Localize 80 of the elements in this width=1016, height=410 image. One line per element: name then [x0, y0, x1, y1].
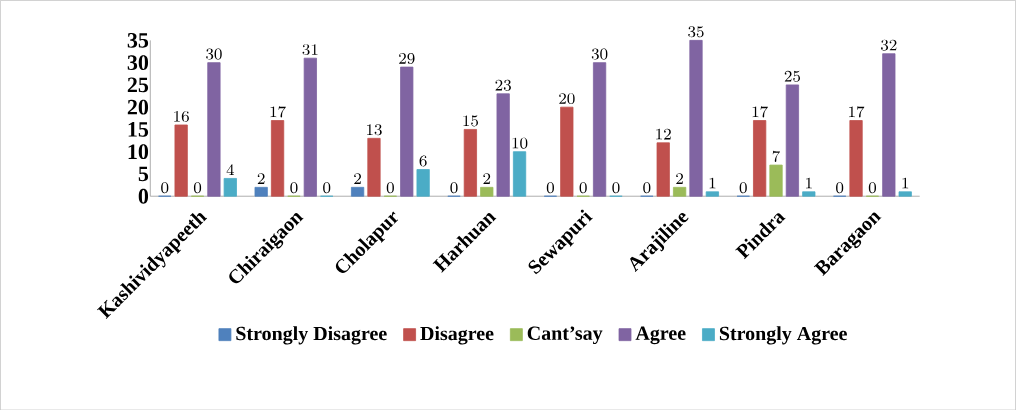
data-label: 15 — [463, 115, 478, 127]
bar — [496, 93, 510, 197]
bar — [673, 186, 687, 197]
bar — [785, 84, 800, 197]
data-label: 0 — [643, 181, 651, 193]
data-label: 0 — [193, 181, 202, 193]
y-tick-label: 10 — [128, 144, 149, 159]
bar — [656, 142, 670, 197]
data-label: 17 — [752, 106, 768, 118]
legend-label: Disagree — [420, 325, 494, 345]
data-label: 0 — [290, 181, 298, 193]
data-label: 1 — [902, 177, 909, 189]
bar — [769, 164, 783, 197]
bar — [560, 106, 574, 197]
bar — [480, 186, 494, 197]
data-label: 13 — [367, 124, 382, 136]
data-label: 29 — [399, 52, 415, 64]
data-label: 0 — [612, 181, 620, 193]
data-label: 0 — [836, 181, 844, 193]
bar — [400, 66, 414, 197]
data-label: 0 — [323, 181, 331, 193]
data-label: 0 — [161, 181, 169, 193]
y-tick-label: 0 — [138, 188, 149, 204]
bar — [254, 186, 268, 197]
bar — [416, 168, 430, 197]
data-label: 35 — [688, 26, 704, 38]
bar — [753, 119, 767, 197]
data-label: 2 — [354, 173, 361, 184]
data-label: 2 — [676, 173, 683, 184]
bar — [882, 53, 896, 197]
y-tick-label: 15 — [128, 121, 149, 137]
data-label: 0 — [868, 181, 876, 193]
data-label: 16 — [174, 110, 189, 122]
data-label: 30 — [206, 48, 222, 60]
data-label: 4 — [226, 164, 235, 175]
legend-label: Agree — [635, 326, 686, 344]
bar — [223, 177, 237, 197]
data-label: 32 — [881, 39, 897, 51]
data-label: 30 — [591, 48, 608, 60]
y-tick-label: 30 — [127, 54, 149, 70]
data-label: 10 — [512, 137, 528, 149]
bar — [207, 62, 221, 197]
data-label: 0 — [739, 181, 747, 193]
data-label: 7 — [772, 150, 781, 162]
data-label: 17 — [849, 106, 865, 118]
bar — [898, 191, 912, 197]
data-label: 0 — [386, 181, 394, 193]
data-label: 6 — [419, 155, 427, 167]
legend-label: Cant’say — [527, 326, 603, 344]
bar — [463, 128, 477, 197]
bar — [802, 191, 816, 197]
bar — [270, 119, 285, 197]
legend-label: Strongly Agree — [719, 325, 847, 345]
data-label: 2 — [483, 173, 491, 184]
bar — [849, 119, 863, 197]
data-label: 23 — [495, 79, 511, 91]
bar — [592, 62, 607, 197]
bar — [705, 191, 719, 197]
bar — [512, 151, 527, 197]
bar — [689, 39, 703, 197]
data-label: 25 — [784, 70, 801, 82]
data-label: 0 — [450, 181, 458, 193]
data-label: 1 — [709, 177, 716, 189]
data-label: 17 — [270, 106, 286, 118]
bar — [303, 57, 317, 197]
data-label: 2 — [257, 173, 265, 184]
bar — [351, 186, 365, 197]
legend-label: Strongly Disagree — [236, 325, 387, 345]
y-tick-label: 5 — [138, 166, 149, 182]
data-label: 1 — [806, 177, 812, 189]
data-label: 12 — [656, 128, 671, 140]
y-tick-label: 20 — [127, 99, 149, 115]
data-label: 0 — [579, 181, 587, 193]
data-label: 20 — [559, 92, 575, 104]
bar — [174, 124, 188, 197]
y-tick-label: 35 — [127, 32, 149, 48]
data-label: 31 — [302, 43, 318, 55]
bar — [367, 137, 381, 197]
data-label: 0 — [546, 181, 554, 193]
y-tick-label: 25 — [127, 77, 149, 93]
